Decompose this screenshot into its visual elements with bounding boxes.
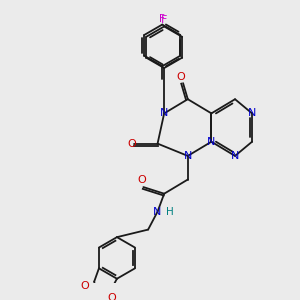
Text: O: O [80,281,89,291]
Text: N: N [207,137,216,147]
Text: O: O [137,176,146,185]
Text: H: H [166,207,174,217]
Text: O: O [177,71,186,82]
Text: N: N [153,207,162,217]
Text: O: O [108,292,117,300]
Text: N: N [231,151,239,161]
Text: N: N [184,151,192,161]
Text: N: N [160,108,168,118]
Text: F: F [161,15,167,25]
Text: N: N [248,108,256,118]
Text: F: F [159,14,165,24]
Text: O: O [128,139,136,148]
